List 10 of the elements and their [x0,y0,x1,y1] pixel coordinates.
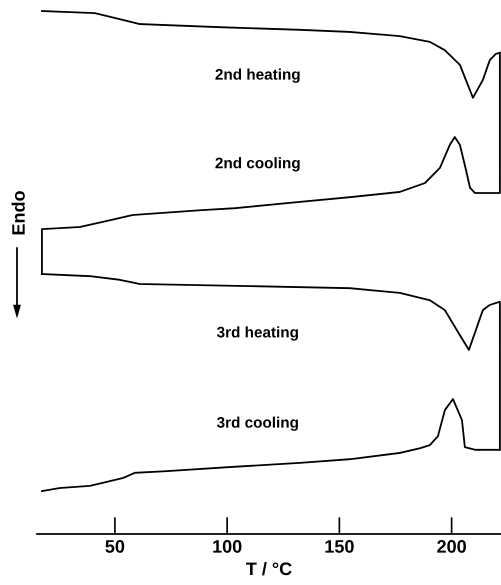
text: 3rd heating [216,326,298,341]
text: 2nd heating [215,68,300,83]
series-label: 2nd cooling [215,157,300,172]
text: 3rd cooling [216,416,298,431]
y-axis-title: Endo [12,191,25,234]
x-axis-title: T / °C [246,562,292,576]
x-tick-label: 100 [213,540,242,553]
x-tick-label: 150 [325,540,354,553]
x-tick-label: 50 [105,540,124,553]
x-tick-label: 200 [437,540,466,553]
